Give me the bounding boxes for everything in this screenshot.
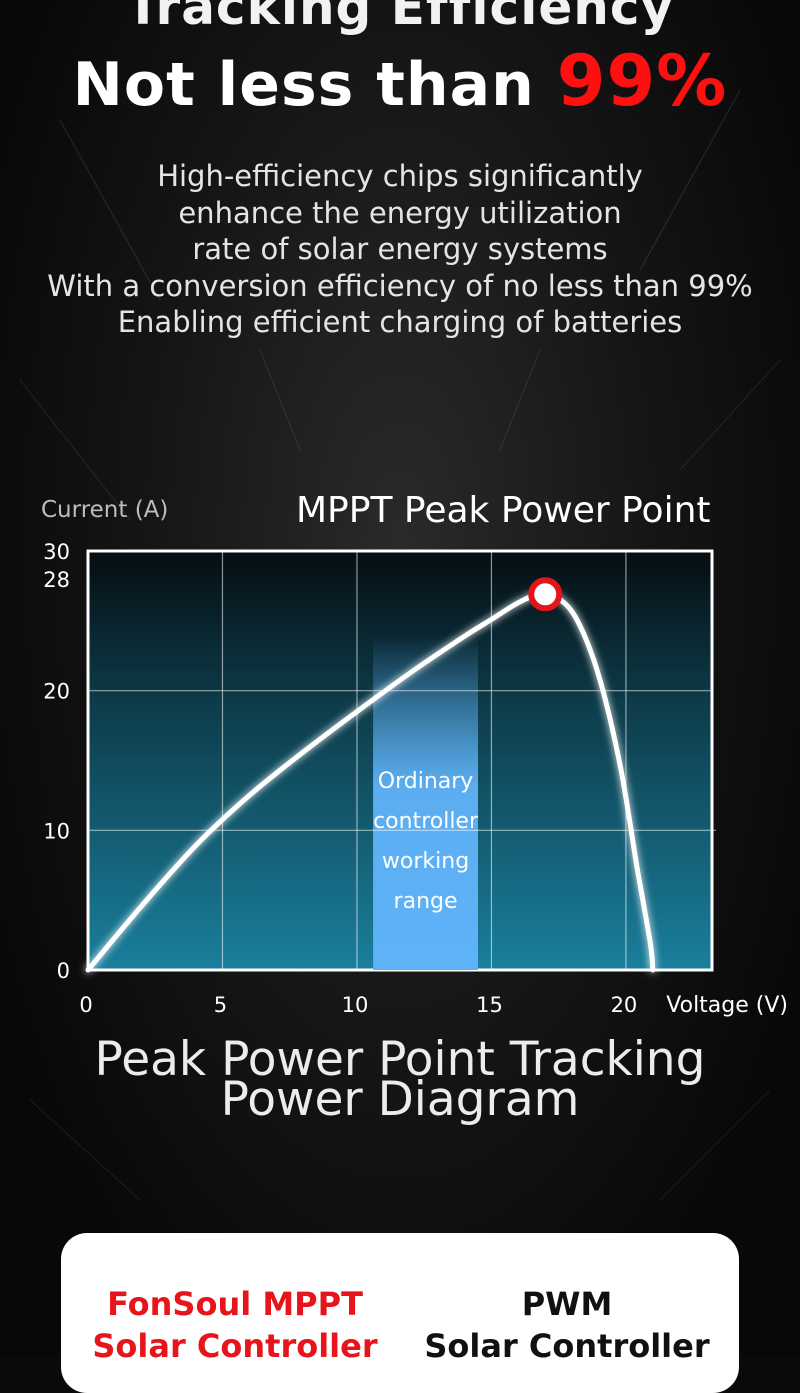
footer-title-line: Peak Power Point Tracking — [94, 1032, 706, 1087]
footer-title: Peak Power Point Tracking Power Diagram — [0, 1032, 800, 1127]
x-axis-label: Voltage (V) — [666, 993, 788, 1018]
pwm-controller-label: PWM Solar Controller — [417, 1283, 717, 1367]
chart-title: MPPT Peak Power Point — [296, 490, 711, 531]
x-tick-label: 10 — [342, 993, 369, 1017]
description-line: High-efficiency chips significantly — [157, 159, 643, 193]
x-tick-label: 0 — [79, 993, 92, 1017]
y-tick-label: 30 — [43, 540, 70, 564]
description-line: Enabling efficient charging of batteries — [117, 305, 683, 339]
y-axis-label: Current (A) — [41, 497, 169, 523]
y-tick-label: 28 — [43, 568, 70, 592]
y-tick-label: 20 — [43, 680, 70, 704]
headline-cut-off: Tracking Efficiency — [125, 0, 675, 36]
iv-curve-line — [85, 591, 656, 973]
description: High-efficiency chips significantly enha… — [0, 158, 800, 341]
mppt-label-line1: FonSoul MPPT — [107, 1285, 363, 1323]
pwm-label-line1: PWM — [521, 1285, 613, 1323]
headline: Not less than 99% — [0, 40, 800, 122]
y-tick-label: 0 — [57, 959, 70, 983]
background-streaks — [19, 89, 781, 1201]
description-line: With a conversion efficiency of no less … — [47, 268, 753, 303]
comparison-card: FonSoul MPPT Solar Controller PWM Solar … — [61, 1233, 739, 1393]
description-line: rate of solar energy systems — [192, 232, 608, 266]
x-tick-label: 20 — [611, 993, 638, 1017]
description-line: enhance the energy utilization — [178, 195, 622, 230]
working-range-label: range — [394, 889, 458, 914]
mppt-controller-label: FonSoul MPPT Solar Controller — [85, 1283, 385, 1367]
working-range-label: Ordinary — [378, 769, 474, 794]
footer-title-line: Power Diagram — [220, 1072, 580, 1127]
headline-highlight: 99% — [556, 40, 728, 122]
x-tick-label: 5 — [214, 993, 227, 1017]
working-range-band — [373, 634, 478, 970]
peak-power-point-marker — [528, 577, 563, 612]
pwm-label-line2: Solar Controller — [424, 1327, 710, 1365]
y-tick-label: 10 — [43, 819, 70, 843]
working-range-label: working — [382, 849, 469, 874]
headline-prefix: Not less than — [72, 50, 557, 120]
mppt-label-line2: Solar Controller — [92, 1327, 378, 1365]
x-tick-label: 15 — [476, 993, 503, 1017]
